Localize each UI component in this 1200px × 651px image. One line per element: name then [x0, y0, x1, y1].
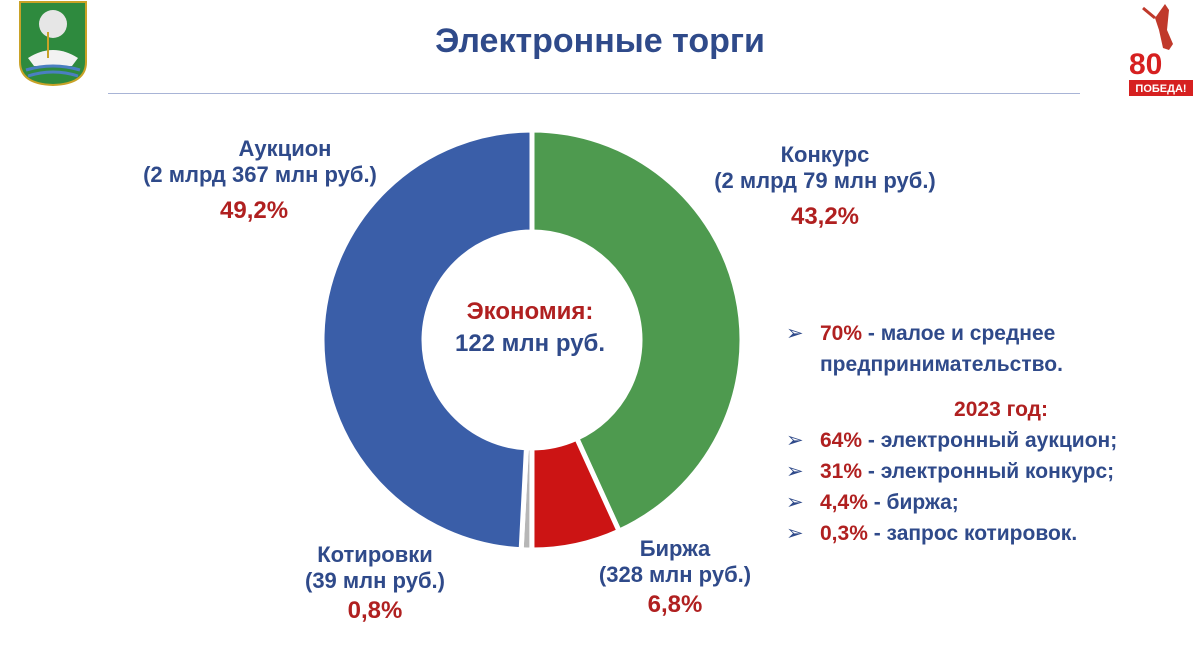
note-item-value: 4,4%: [820, 491, 868, 514]
arrow-bullet-icon: ➢: [786, 429, 804, 452]
note-item: ➢ 4,4% - биржа;: [786, 487, 1186, 518]
note-sme-value: 70%: [820, 322, 863, 345]
slice-label-contest-amount: (2 млрд 79 млн руб.): [714, 168, 936, 193]
notes-panel: ➢ 70% - малое и среднее предпринимательс…: [786, 318, 1186, 549]
center-label-line2: 122 млн руб.: [454, 330, 606, 357]
slice-label-quotes-amount: (39 млн руб.): [305, 568, 445, 593]
notes-year-heading: 2023 год:: [954, 398, 1048, 421]
page-title: Электронные торги: [435, 22, 765, 60]
city-coat-of-arms-logo: [19, 1, 87, 86]
slice-label-exchange-amount: (328 млн руб.): [598, 562, 752, 587]
center-label-line1: Экономия:: [466, 298, 594, 325]
arrow-bullet-icon: ➢: [786, 522, 804, 545]
slice-label-quotes-name: Котировки: [317, 542, 433, 567]
slice-label-auction-amount: (2 млрд 367 млн руб.): [143, 162, 377, 187]
slice-label-quotes-percent: 0,8%: [347, 597, 403, 624]
slice-label-exchange-name: Биржа: [639, 536, 711, 561]
slice-label-exchange-percent: 6,8%: [647, 591, 703, 618]
donut-slice-3: [319, 127, 535, 553]
arrow-bullet-icon: ➢: [786, 322, 804, 345]
slice-label-contest-percent: 43,2%: [790, 203, 860, 230]
note-sme: ➢ 70% - малое и среднее предпринимательс…: [786, 318, 1186, 380]
arrow-bullet-icon: ➢: [786, 460, 804, 483]
slice-label-quotes: Котировки (39 млн руб.) 0,8%: [290, 542, 460, 624]
note-sme-description: - малое и среднее предпринимательство.: [820, 322, 1063, 376]
arrow-bullet-icon: ➢: [786, 491, 804, 514]
slice-label-auction-percent: 49,2%: [220, 197, 289, 224]
donut-slice-0: [529, 127, 745, 534]
slice-label-contest: Конкурс (2 млрд 79 млн руб.) 43,2%: [690, 142, 960, 230]
badge-caption: ПОБЕДА!: [1135, 83, 1186, 95]
note-item-text: - электронный конкурс;: [862, 460, 1115, 483]
note-item-value: 0,3%: [820, 522, 868, 545]
note-item: ➢ 31% - электронный конкурс;: [786, 456, 1186, 487]
note-item: ➢ 0,3% - запрос котировок.: [786, 518, 1186, 549]
note-sme-text: 70% - малое и среднее предпринимательств…: [820, 318, 1186, 380]
note-item-value: 31%: [820, 460, 863, 483]
note-item-text: - биржа;: [867, 491, 959, 514]
chart-slices: [319, 127, 745, 553]
slice-label-contest-name: Конкурс: [780, 142, 870, 167]
note-item-text: - электронный аукцион;: [862, 429, 1118, 452]
victory-80-badge: 80 ПОБЕДА!: [1129, 4, 1193, 96]
note-item: ➢ 64% - электронный аукцион;: [786, 425, 1186, 456]
title-divider: [108, 93, 1080, 94]
slice-label-auction: Аукцион (2 млрд 367 млн руб.) 49,2%: [115, 136, 405, 224]
badge-number: 80: [1129, 48, 1162, 81]
note-item-text: - запрос котировок.: [867, 522, 1078, 545]
chart-center-label: Экономия: 122 млн руб.: [430, 296, 630, 360]
slice-label-auction-name: Аукцион: [238, 136, 332, 161]
slice-label-exchange: Биржа (328 млн руб.) 6,8%: [580, 536, 770, 618]
note-item-value: 64%: [820, 429, 863, 452]
